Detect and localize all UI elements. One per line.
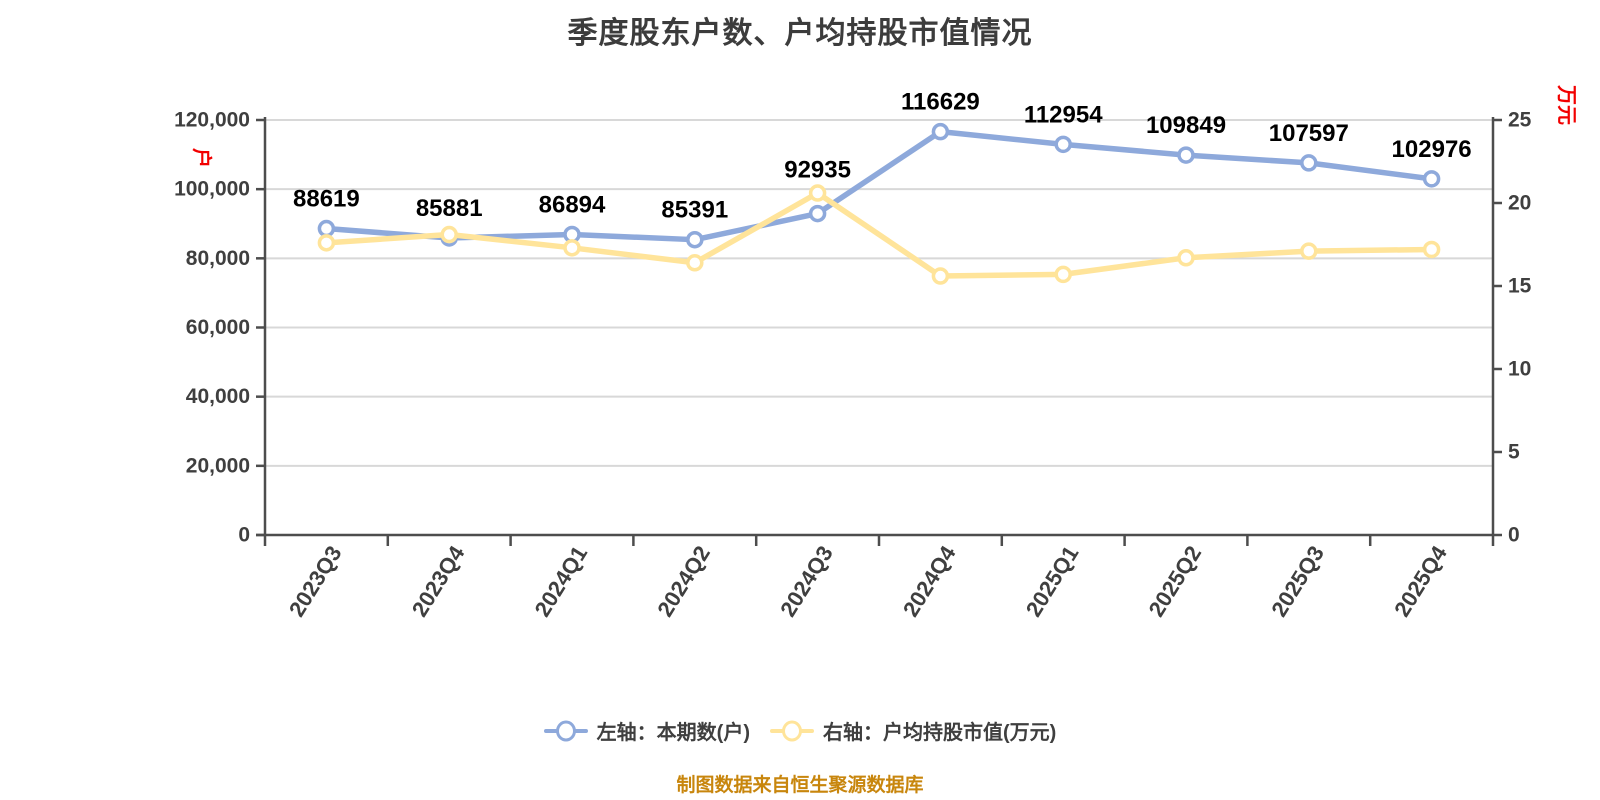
data-label: 86894 xyxy=(539,191,606,218)
data-point-marker xyxy=(686,230,704,249)
left-axis-tick-label: 0 xyxy=(238,524,250,547)
series-line-shareholder-count xyxy=(323,128,1435,243)
data-source-note: 制图数据来自恒生聚源数据库 xyxy=(676,775,924,796)
legend-line-marker-blue-icon xyxy=(543,719,588,743)
data-point-marker xyxy=(686,254,704,272)
left-axis-tick-label: 100,000 xyxy=(174,178,250,201)
chart-title: 季度股东户数、户均持股市值情况 xyxy=(567,17,1033,50)
legend-item-shareholder-count: 左轴：本期数(户) xyxy=(543,716,750,745)
data-point-marker xyxy=(1300,154,1318,172)
x-axis-label: 2025Q4 xyxy=(1389,541,1452,621)
right-axis-tick-label: 0 xyxy=(1508,524,1520,547)
x-axis-label: 2024Q2 xyxy=(652,541,715,621)
x-axis-label: 2024Q1 xyxy=(530,541,593,621)
data-point-marker xyxy=(808,204,827,223)
right-axis-tick-label: 10 xyxy=(1508,358,1531,381)
data-label: 85391 xyxy=(661,197,728,224)
data-point-marker xyxy=(1054,265,1072,284)
data-point-marker xyxy=(563,239,581,257)
left-axis-unit-label: 户 xyxy=(190,148,214,168)
x-axis-label: 2023Q4 xyxy=(407,541,470,621)
x-axis-label: 2024Q3 xyxy=(775,541,838,621)
data-label: 102976 xyxy=(1392,136,1472,163)
right-axis-unit-label: 万元 xyxy=(1555,84,1577,125)
legend: 左轴：本期数(户) 右轴：户均持股市值(万元) xyxy=(0,716,1600,745)
right-axis-tick-label: 25 xyxy=(1508,109,1532,132)
legend-line-marker-yellow-icon xyxy=(770,719,814,743)
data-point-marker xyxy=(1177,249,1195,267)
series-line-market-value xyxy=(323,190,1435,279)
data-point-marker xyxy=(1422,240,1441,259)
legend-label-shareholder-count: 左轴：本期数(户) xyxy=(596,722,750,744)
x-axis-label: 2025Q3 xyxy=(1266,541,1329,621)
data-label: 85881 xyxy=(416,195,483,222)
data-label: 112954 xyxy=(1024,101,1103,128)
data-label: 88619 xyxy=(293,186,360,213)
legend-item-market-value: 右轴：户均持股市值(万元) xyxy=(770,716,1056,745)
right-axis-tick-label: 15 xyxy=(1508,275,1532,298)
left-axis-tick-label: 20,000 xyxy=(186,454,250,477)
data-point-marker xyxy=(440,225,458,244)
data-label: 107597 xyxy=(1269,120,1349,147)
data-label: 109849 xyxy=(1146,112,1226,139)
left-axis-tick-label: 60,000 xyxy=(186,316,250,339)
data-point-marker xyxy=(931,122,950,141)
data-point-marker xyxy=(1054,135,1072,154)
data-label: 92935 xyxy=(784,157,851,184)
x-axis-label: 2024Q4 xyxy=(898,541,961,621)
x-axis-label: 2025Q2 xyxy=(1144,541,1207,621)
data-point-marker xyxy=(317,219,336,238)
data-point-marker xyxy=(808,184,827,202)
right-axis-tick-label: 5 xyxy=(1508,441,1520,464)
left-axis-tick-label: 40,000 xyxy=(186,385,250,408)
left-axis-tick-label: 80,000 xyxy=(186,247,250,270)
data-point-marker xyxy=(1177,146,1195,164)
left-axis-tick-label: 120,000 xyxy=(174,109,250,132)
data-point-marker xyxy=(931,267,950,285)
data-point-marker xyxy=(317,234,336,252)
data-label: 116629 xyxy=(901,89,980,116)
data-point-marker xyxy=(1422,170,1441,188)
data-point-marker xyxy=(1300,242,1318,260)
legend-label-market-value: 右轴：户均持股市值(万元) xyxy=(823,722,1057,744)
right-axis-tick-label: 20 xyxy=(1508,192,1531,215)
x-axis-label: 2023Q3 xyxy=(284,541,347,621)
x-axis-label: 2025Q1 xyxy=(1021,541,1084,621)
